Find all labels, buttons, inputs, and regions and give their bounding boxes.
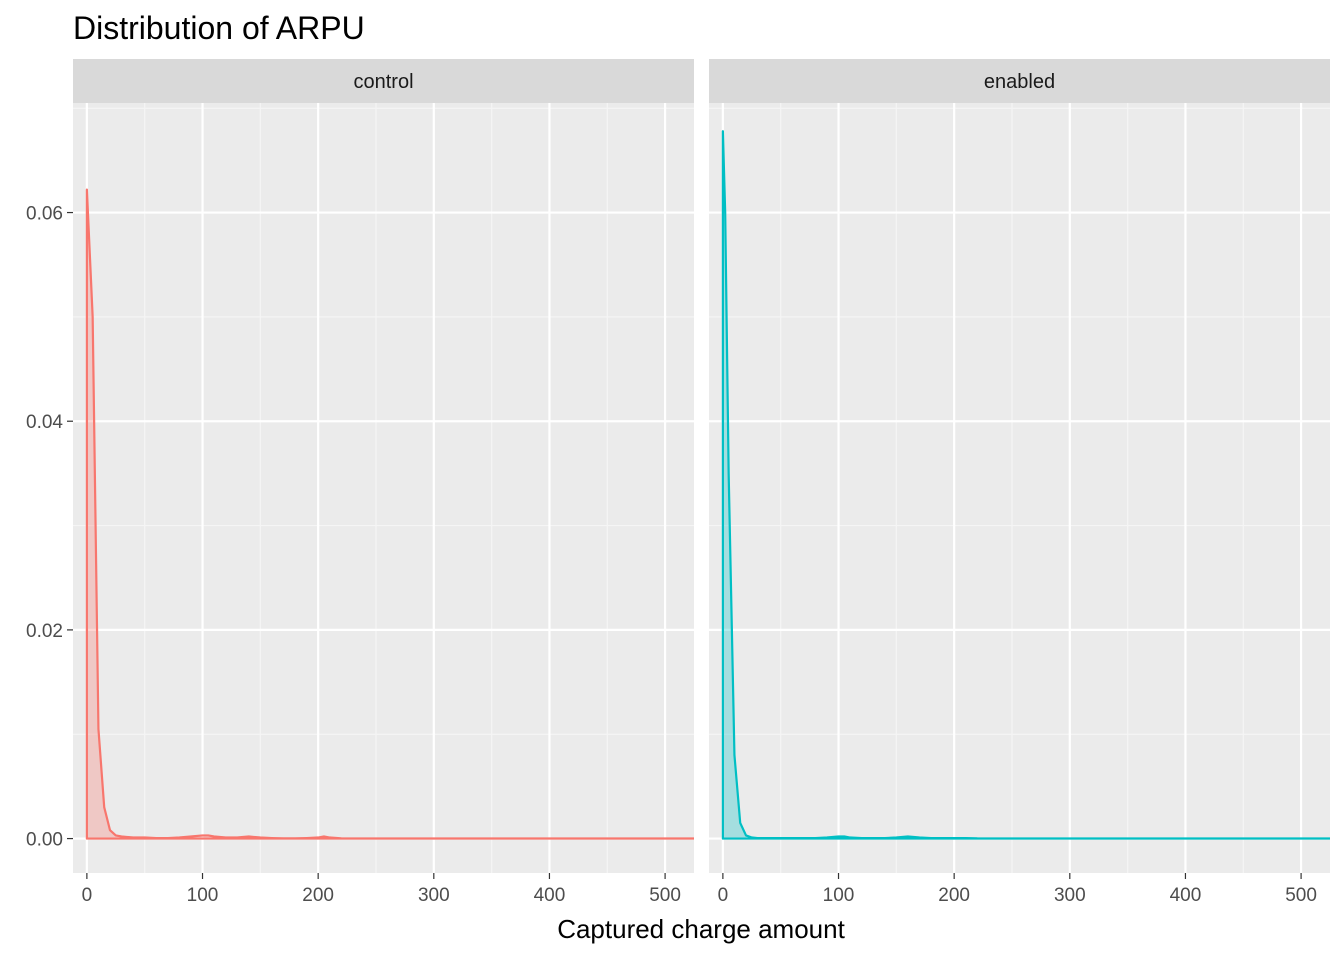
x-tick-label: 500 xyxy=(1285,885,1317,906)
y-tick-label: 0.06 xyxy=(26,204,63,225)
x-tick-label: 400 xyxy=(534,885,566,906)
density-area-enabled xyxy=(721,130,1330,840)
facet-strip xyxy=(73,59,694,103)
x-tick-label: 400 xyxy=(1170,885,1202,906)
x-tick-label: 0 xyxy=(82,885,93,906)
x-tick-label: 200 xyxy=(938,885,970,906)
y-tick-label: 0.02 xyxy=(26,621,63,642)
facet-label: enabled xyxy=(984,71,1055,93)
density-area-control xyxy=(85,188,694,840)
facet-panel-enabled: enabled 0 100 200 300 400 500 xyxy=(709,59,1330,906)
plot-background xyxy=(709,103,1330,873)
y-tick-label: 0.04 xyxy=(26,412,63,433)
facet-label: control xyxy=(353,71,413,93)
x-tick-label: 300 xyxy=(1054,885,1086,906)
x-tick-label: 0 xyxy=(718,885,729,906)
x-tick-label: 500 xyxy=(649,885,681,906)
x-axis-title: Captured charge amount xyxy=(557,914,845,944)
y-tick-label: 0.00 xyxy=(26,830,63,851)
x-tick-label: 100 xyxy=(823,885,855,906)
facet-panel-control: control 0 100 200 300 400 500 0.00 0.02 0.04 0.06 xyxy=(26,59,694,906)
chart-title: Distribution of ARPU xyxy=(73,10,365,46)
x-tick-label: 300 xyxy=(418,885,450,906)
x-tick-label: 100 xyxy=(187,885,219,906)
plot-background xyxy=(73,103,694,873)
facet-strip xyxy=(709,59,1330,103)
x-tick-label: 200 xyxy=(302,885,334,906)
